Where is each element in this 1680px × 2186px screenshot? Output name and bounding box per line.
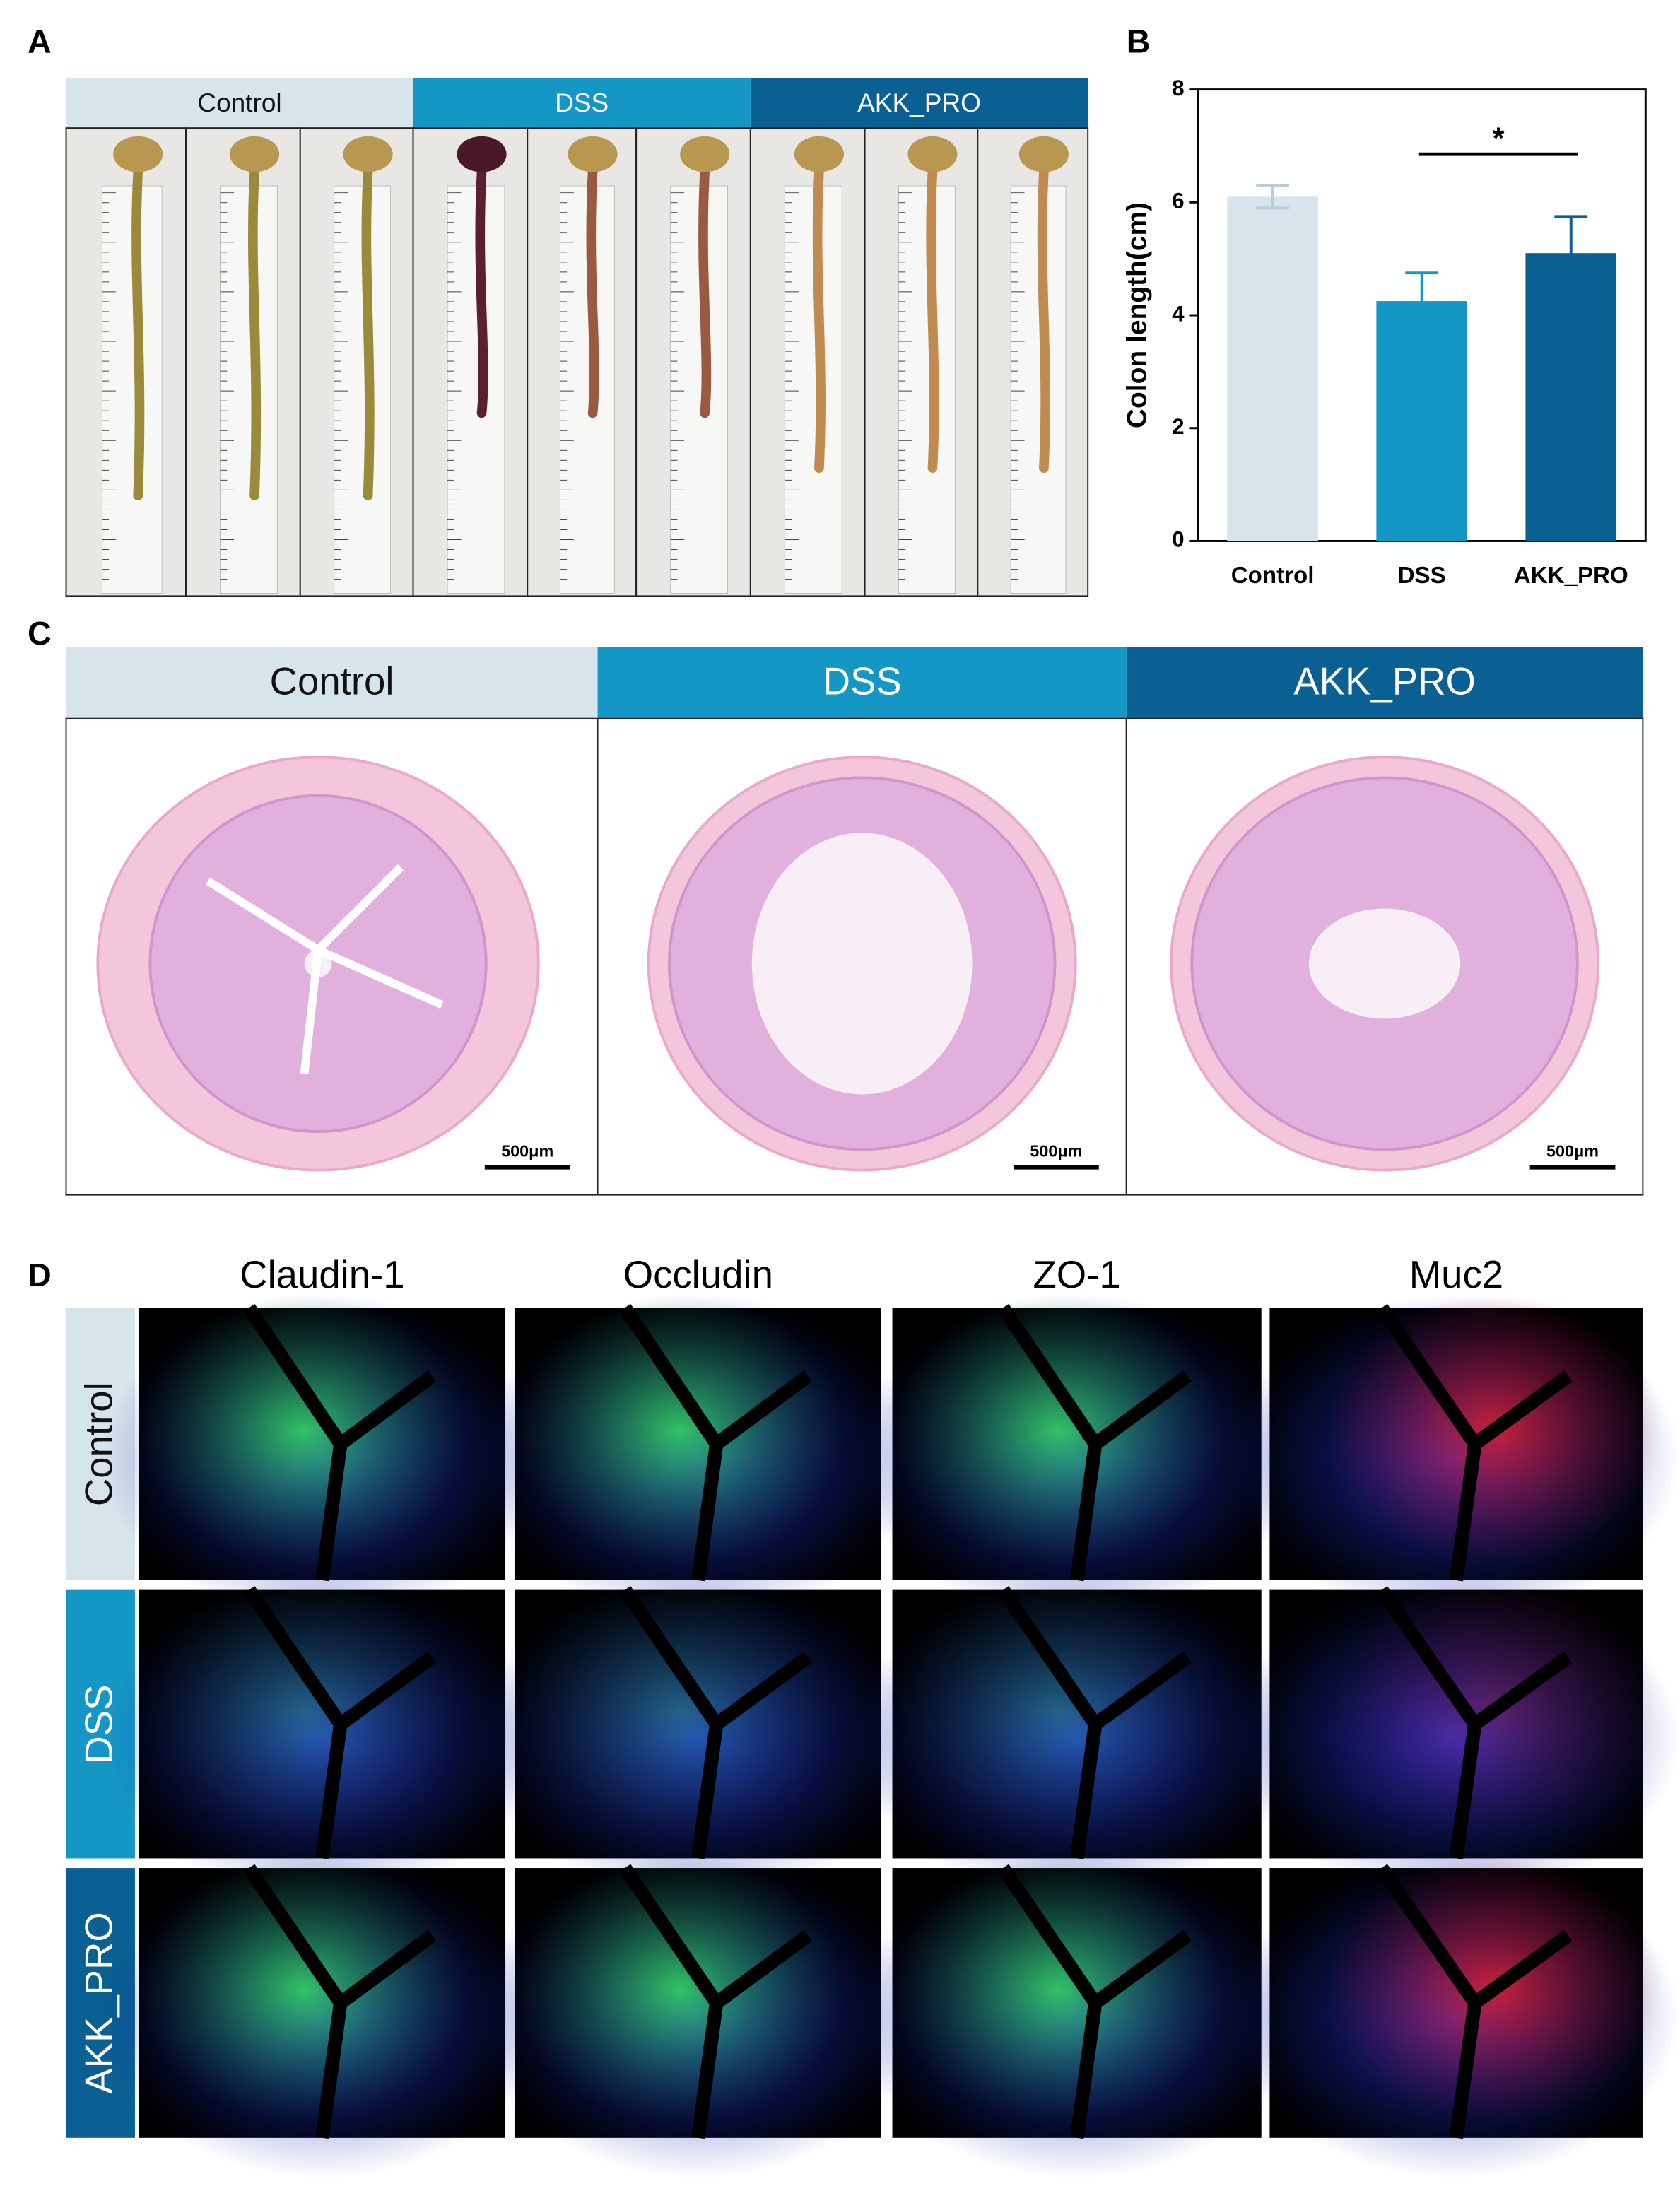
group-header bbox=[750, 78, 1088, 129]
tight-junction-signal bbox=[515, 1576, 845, 1845]
y-tick-label: 0 bbox=[1172, 527, 1184, 552]
x-tick-label: AKK_PRO bbox=[1514, 563, 1628, 589]
crypt-lumen bbox=[243, 1864, 437, 2139]
x-tick-label: Control bbox=[1231, 563, 1315, 589]
marker-label: Claudin-1 bbox=[240, 1253, 404, 1296]
group-header bbox=[597, 647, 1127, 719]
crypt-lumen bbox=[619, 1586, 813, 1859]
colon-stem bbox=[586, 167, 599, 418]
bar bbox=[1227, 196, 1318, 541]
tight-junction-signal bbox=[139, 1854, 469, 2125]
x-tick-label: DSS bbox=[1398, 563, 1446, 589]
group-header bbox=[1126, 647, 1643, 719]
cecum bbox=[680, 136, 730, 172]
colon-stem bbox=[247, 167, 262, 501]
scale-bar-label: 500μm bbox=[501, 1141, 553, 1160]
crypt-lumen bbox=[243, 1303, 437, 1582]
panel-label: A bbox=[28, 23, 52, 60]
colon-stem bbox=[361, 167, 375, 501]
crypt-lumen bbox=[1375, 1864, 1573, 2139]
y-tick-label: 6 bbox=[1172, 189, 1184, 213]
group-header-label: AKK_PRO bbox=[857, 88, 981, 117]
group-header bbox=[66, 78, 413, 129]
error-bar bbox=[1405, 271, 1439, 331]
colon-stem bbox=[926, 167, 939, 474]
crypt-lumen bbox=[997, 1303, 1192, 1582]
marker-label: Occludin bbox=[623, 1253, 773, 1296]
cecum bbox=[1018, 136, 1069, 172]
group-header bbox=[66, 647, 598, 719]
cecum bbox=[229, 136, 280, 172]
marker-label: Muc2 bbox=[1409, 1253, 1503, 1296]
cecum bbox=[907, 136, 958, 172]
scale-bar-label: 500μm bbox=[1030, 1141, 1082, 1160]
group-header bbox=[413, 78, 751, 129]
y-tick-label: 8 bbox=[1172, 76, 1184, 100]
tissue-lumen bbox=[751, 833, 973, 1095]
colon-stem bbox=[131, 167, 145, 501]
crypt-lumen bbox=[619, 1864, 813, 2139]
tight-junction-signal bbox=[892, 1294, 1225, 1567]
panel-label: D bbox=[28, 1257, 52, 1293]
y-axis-label: Colon length(cm) bbox=[1122, 202, 1153, 428]
panel-label: B bbox=[1127, 23, 1151, 60]
group-header-label: Control bbox=[270, 659, 394, 703]
cecum bbox=[568, 136, 618, 172]
tight-junction-signal bbox=[515, 1854, 845, 2125]
crypt-lumen bbox=[1375, 1586, 1573, 1859]
colon-stem bbox=[1037, 167, 1050, 474]
cecum bbox=[113, 136, 163, 172]
cecum bbox=[343, 136, 393, 172]
group-header-label: Control bbox=[197, 88, 281, 117]
group-header-label: DSS bbox=[555, 88, 609, 117]
bar bbox=[1525, 253, 1617, 541]
colon-stem bbox=[812, 167, 826, 474]
colon-stem bbox=[698, 167, 712, 418]
group-header-label: DSS bbox=[823, 659, 902, 703]
significance-label: * bbox=[1493, 122, 1505, 155]
tight-junction-signal bbox=[515, 1294, 845, 1567]
y-tick-label: 2 bbox=[1172, 414, 1184, 439]
tight-junction-signal bbox=[139, 1576, 469, 1845]
crypt-lumen bbox=[243, 1586, 437, 1859]
colon-stem bbox=[475, 167, 488, 418]
error-bar bbox=[1256, 184, 1289, 210]
panel-label: C bbox=[28, 615, 52, 652]
crypt-lumen bbox=[997, 1864, 1192, 2139]
scale-bar-label: 500μm bbox=[1546, 1141, 1599, 1160]
cecum bbox=[794, 136, 844, 172]
bar bbox=[1376, 301, 1467, 541]
group-header-label: AKK_PRO bbox=[1293, 659, 1476, 703]
crypt-lumen bbox=[1375, 1303, 1573, 1582]
lumen-folds bbox=[206, 864, 444, 1074]
tight-junction-signal bbox=[892, 1576, 1225, 1845]
crypt-lumen bbox=[997, 1586, 1192, 1859]
marker-label: ZO-1 bbox=[1033, 1253, 1120, 1296]
y-tick-label: 4 bbox=[1172, 301, 1185, 326]
tight-junction-signal bbox=[892, 1854, 1225, 2125]
error-bar bbox=[1554, 215, 1588, 292]
tissue-lumen bbox=[1308, 908, 1461, 1019]
cecum bbox=[457, 136, 507, 172]
crypt-lumen bbox=[619, 1303, 813, 1582]
tight-junction-signal bbox=[139, 1294, 469, 1567]
